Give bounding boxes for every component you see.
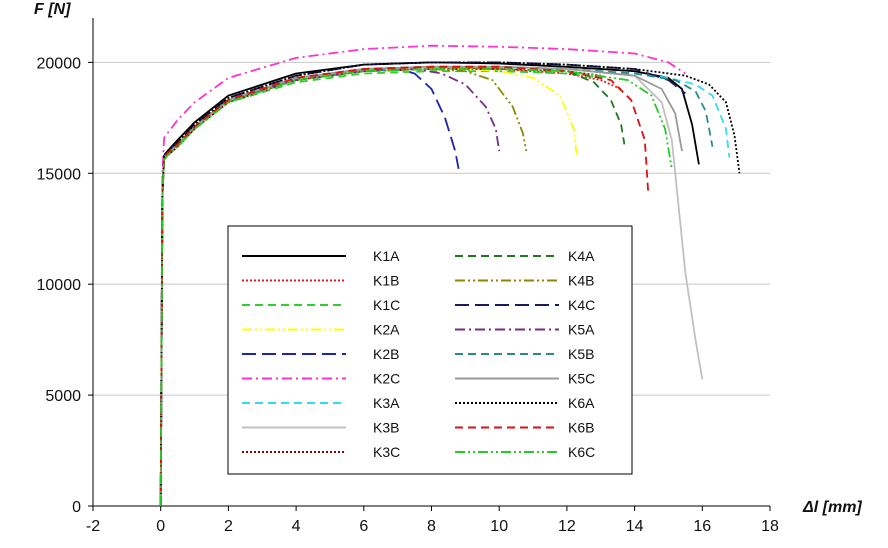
- legend-label-k2b: K2B: [373, 346, 399, 362]
- series-line-k6a: [159, 61, 741, 507]
- legend-label-k3b: K3B: [373, 420, 399, 436]
- legend-box: [227, 225, 633, 475]
- legend-label-k4c: K4C: [568, 297, 595, 313]
- data-series: [159, 44, 741, 507]
- legend-label-k4a: K4A: [568, 248, 595, 264]
- y-tick-label: 10000: [37, 277, 82, 294]
- y-tick-label: 20000: [37, 55, 82, 72]
- x-tick-label: 16: [693, 518, 711, 535]
- legend-label-k5b: K5B: [568, 346, 594, 362]
- tick-labels: 0 5000 10000 15000 20000 -2 0 2 4 6 8 10 12 14 16 18: [37, 55, 780, 535]
- x-tick-label: 10: [490, 518, 508, 535]
- series-line-k6c: [159, 68, 673, 507]
- x-tick-label: 4: [292, 518, 301, 535]
- legend-label-k4b: K4B: [568, 273, 594, 289]
- legend-label-k5a: K5A: [568, 322, 595, 338]
- legend-label-k2c: K2C: [373, 371, 400, 387]
- legend-label-k1b: K1B: [373, 273, 399, 289]
- x-tick-label: 14: [626, 518, 644, 535]
- y-tick-label: 5000: [45, 388, 81, 405]
- series-line-k2c: [159, 44, 686, 507]
- y-tick-label: 15000: [37, 166, 82, 183]
- legend-label-k2a: K2A: [373, 322, 400, 338]
- legend: K1A K1B K1C K2A K2B K2C K3A K3B K3C K4A K4B K4C K5A K…: [227, 225, 633, 475]
- y-tick-label: 0: [72, 499, 81, 516]
- legend-label-k6a: K6A: [568, 395, 595, 411]
- x-tick-label: 18: [761, 518, 779, 535]
- legend-label-k1c: K1C: [373, 297, 400, 313]
- x-tick-label: 2: [224, 518, 233, 535]
- legend-label-k1a: K1A: [373, 248, 400, 264]
- x-tick-label: 12: [558, 518, 576, 535]
- x-tick-label: -2: [86, 518, 100, 535]
- legend-label-k3a: K3A: [373, 395, 400, 411]
- legend-label-k6b: K6B: [568, 420, 594, 436]
- x-tick-label: 6: [359, 518, 368, 535]
- series-line-k6b: [159, 65, 649, 507]
- x-tick-label: 8: [427, 518, 436, 535]
- x-axis-title: Δl [mm]: [802, 499, 862, 516]
- legend-label-k6c: K6C: [568, 444, 595, 460]
- legend-label-k5c: K5C: [568, 371, 595, 387]
- series-line-k5a: [159, 68, 501, 507]
- y-axis-title: F [N]: [34, 1, 71, 18]
- x-tick-label: 0: [156, 518, 165, 535]
- legend-label-k3c: K3C: [373, 444, 400, 460]
